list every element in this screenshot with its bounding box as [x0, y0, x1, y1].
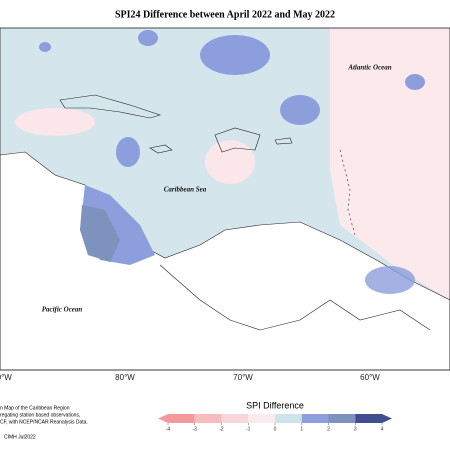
colorbar-tick-label: 1 [300, 426, 303, 432]
blue-blob [200, 35, 270, 75]
land-and-pacific [0, 151, 450, 371]
credit-line: regating station based observations, [0, 412, 80, 418]
map-frame [0, 27, 450, 371]
lon-tick-label: 70°W [233, 373, 253, 382]
borders [159, 264, 431, 331]
blue-blob [138, 30, 158, 46]
blue-blob [405, 74, 425, 90]
colorbar-tick-label: 2 [327, 426, 330, 432]
ocean-label: Pacific Ocean [42, 306, 83, 314]
blue-blob [280, 95, 320, 125]
gray-blob [80, 205, 120, 262]
puerto-rico [274, 137, 293, 145]
colorbar-segment [221, 414, 249, 423]
map-title: SPI24 Difference between April 2022 and … [115, 9, 335, 20]
colorbar-tick-label: -3 [193, 426, 198, 432]
colorbar-segment [275, 414, 302, 423]
colorbar: -4 -3 -2 -1 0 1 2 3 4 [158, 414, 392, 432]
lon-tick-label: 80°W [115, 373, 135, 382]
colorbar-tick-label: -4 [166, 426, 171, 432]
lesser-antilles [339, 149, 356, 236]
cuba [59, 94, 161, 119]
blue-blob [365, 266, 415, 294]
sea-label: Caribbean Sea [164, 186, 207, 194]
colorbar-segment [301, 414, 329, 423]
pink-patch [15, 108, 95, 136]
credit-line: CF, with NCEP/NCAR Reanalysis Data. [0, 419, 88, 425]
colorbar-segment [194, 414, 222, 423]
positive-area [330, 28, 450, 300]
colorbar-tick-label: 0 [274, 426, 277, 432]
credit-line: n Map of the Caribbean Region [0, 405, 70, 411]
pink-patch [205, 140, 255, 184]
colorbar-segment [328, 414, 356, 423]
map: Atlantic Ocean Caribbean Sea Pacific Oce… [0, 27, 450, 371]
blue-blob [39, 42, 51, 52]
hispaniola [214, 127, 261, 153]
colorbar-tick-label: 4 [381, 426, 384, 432]
colorbar-segment [355, 414, 392, 423]
colorbar-tick-label: -1 [246, 426, 251, 432]
colorbar-title: SPI Difference [246, 400, 304, 410]
colorbar-segment [158, 414, 195, 423]
blue-blob [116, 137, 140, 167]
jamaica [149, 144, 173, 154]
ocean-label: Atlantic Ocean [347, 64, 391, 72]
colorbar-segment [248, 414, 275, 423]
colorbar-tick-label: 3 [354, 426, 357, 432]
lon-tick-label: 90°W [0, 373, 12, 382]
lon-tick-label: 60°W [360, 373, 380, 382]
colorbar-tick-label: -2 [219, 426, 224, 432]
footer: CIMH Jul2022 [4, 434, 36, 440]
